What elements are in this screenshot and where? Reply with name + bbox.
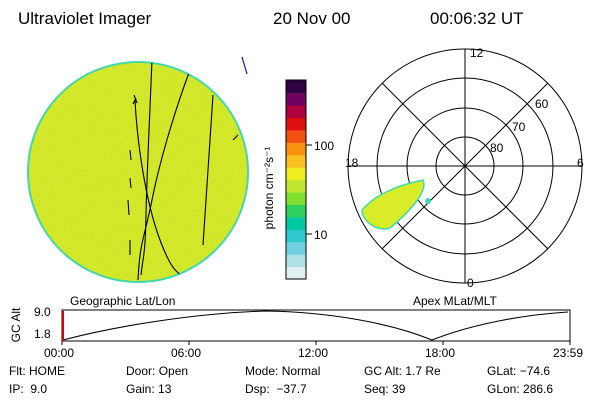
colorbar-segment — [286, 167, 306, 181]
colorbar — [285, 79, 312, 280]
alt-xtick: 00:00 — [44, 346, 75, 360]
info-gc-alt: GC Alt: 1.7 Re — [364, 364, 441, 378]
app-title: Ultraviolet Imager — [18, 9, 152, 28]
colorbar-segment — [286, 229, 306, 243]
time-label: 00:06:32 UT — [430, 9, 524, 28]
polar-lat-60: 60 — [535, 97, 549, 111]
alt-xtick: 06:00 — [171, 346, 202, 360]
info-flt: Flt: HOME — [9, 364, 66, 378]
info-mode: Mode: Normal — [245, 364, 321, 378]
date-label: 20 Nov 00 — [273, 9, 351, 28]
info-door: Door: Open — [126, 364, 189, 378]
colorbar-segment — [286, 154, 306, 168]
alt-xtick: 12:00 — [298, 346, 329, 360]
limb-tick — [241, 56, 248, 75]
colorbar-label: photon cm⁻²s⁻¹ — [262, 146, 276, 230]
polar-label-0: 0 — [467, 276, 474, 290]
colorbar-tick-10: 10 — [314, 228, 328, 242]
info-dsp: Dsp: −37.7 — [245, 382, 307, 396]
polar-label-18: 18 — [345, 156, 359, 170]
info-gain: Gain: 13 — [126, 382, 172, 396]
alt-ylabel: GC Alt — [9, 307, 23, 343]
polar-panel-label: Apex MLat/MLT — [413, 294, 497, 308]
polar-lat-80: 80 — [490, 141, 504, 155]
info-glat: GLat: −74.6 — [487, 364, 551, 378]
colorbar-segment — [286, 216, 306, 230]
polar-lat-70: 70 — [512, 120, 526, 134]
alt-ytick-9: 9.0 — [34, 305, 51, 319]
colorbar-segment — [286, 266, 306, 280]
colorbar-segment — [286, 241, 306, 255]
polar-plot — [347, 48, 583, 284]
geographic-image — [27, 56, 249, 283]
alt-ytick-1-8: 1.8 — [34, 327, 51, 341]
geo-panel-label: Geographic Lat/Lon — [70, 294, 176, 308]
colorbar-segment — [286, 204, 306, 218]
colorbar-segment — [286, 92, 306, 106]
alt-xtick: 18:00 — [425, 346, 456, 360]
info-glon: GLon: 286.6 — [487, 382, 554, 396]
polar-label-12: 12 — [470, 46, 484, 60]
polar-label-6: 6 — [577, 156, 584, 170]
alt-xtick: 23:59 — [553, 346, 584, 360]
colorbar-segment — [286, 191, 306, 205]
colorbar-segment — [286, 179, 306, 193]
colorbar-segment — [286, 80, 306, 94]
info-seq: Seq: 39 — [364, 382, 406, 396]
info-ip: IP: 9.0 — [9, 382, 48, 396]
colorbar-segment — [286, 254, 306, 268]
colorbar-segment — [286, 117, 306, 131]
colorbar-tick-100: 100 — [314, 139, 335, 153]
colorbar-segment — [286, 129, 306, 143]
altitude-plot — [61, 309, 571, 345]
colorbar-segment — [286, 142, 306, 156]
auroral-patch — [361, 179, 431, 230]
colorbar-segment — [286, 104, 306, 118]
